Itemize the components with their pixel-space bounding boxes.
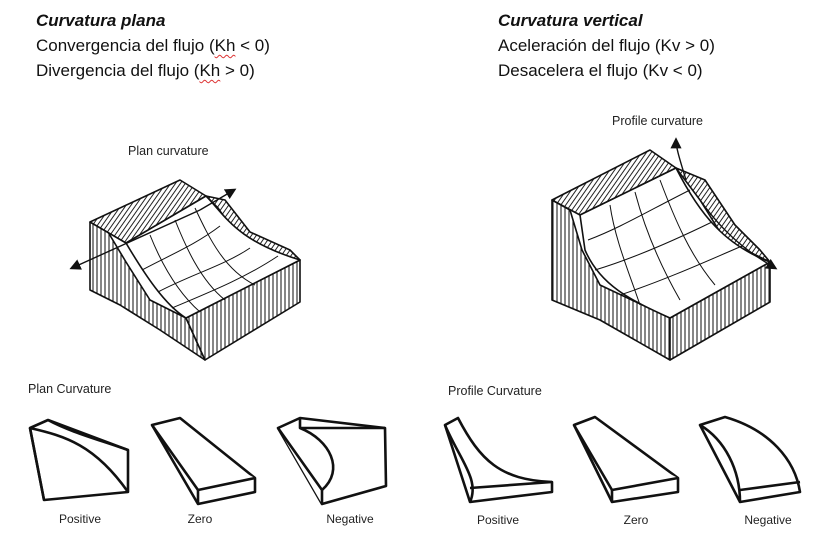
plan-curvature-block: [69, 179, 301, 361]
plan-caption-negative: Negative: [326, 512, 374, 526]
profile-caption-zero: Zero: [623, 513, 649, 527]
plan-shape-positive: [28, 418, 130, 502]
profile-curvature-block-label: Profile curvature: [612, 114, 704, 128]
divergence-line: Divergencia del flujo (Kh > 0): [36, 61, 255, 80]
plan-curvature-title: Curvatura plana: [36, 11, 166, 30]
plan-curvature-block-label: Plan curvature: [128, 144, 209, 158]
profile-shape-negative: [698, 415, 802, 504]
profile-curvature-header: Curvatura vertical Aceleración del flujo…: [498, 8, 715, 83]
plan-caption-zero: Zero: [187, 512, 213, 526]
convergence-line: Convergencia del flujo (Kh < 0): [36, 36, 270, 55]
profile-curvature-title: Curvatura vertical: [498, 11, 643, 30]
profile-shape-positive: [443, 416, 554, 504]
plan-shapes-title: Plan Curvature: [28, 382, 112, 396]
plan-curvature-header: Curvatura plana Convergencia del flujo (…: [36, 8, 270, 83]
plan-caption-positive: Positive: [58, 512, 102, 526]
profile-shapes-title: Profile Curvature: [448, 384, 542, 398]
profile-shape-zero: [572, 415, 680, 504]
profile-caption-positive: Positive: [476, 513, 520, 527]
profile-curvature-block: [551, 137, 778, 361]
deceleration-line: Desacelera el flujo (Kv < 0): [498, 61, 703, 80]
acceleration-line: Aceleración del flujo (Kv > 0): [498, 36, 715, 55]
plan-shape-negative: [276, 416, 388, 506]
plan-shape-zero: [150, 416, 257, 506]
profile-caption-negative: Negative: [744, 513, 792, 527]
